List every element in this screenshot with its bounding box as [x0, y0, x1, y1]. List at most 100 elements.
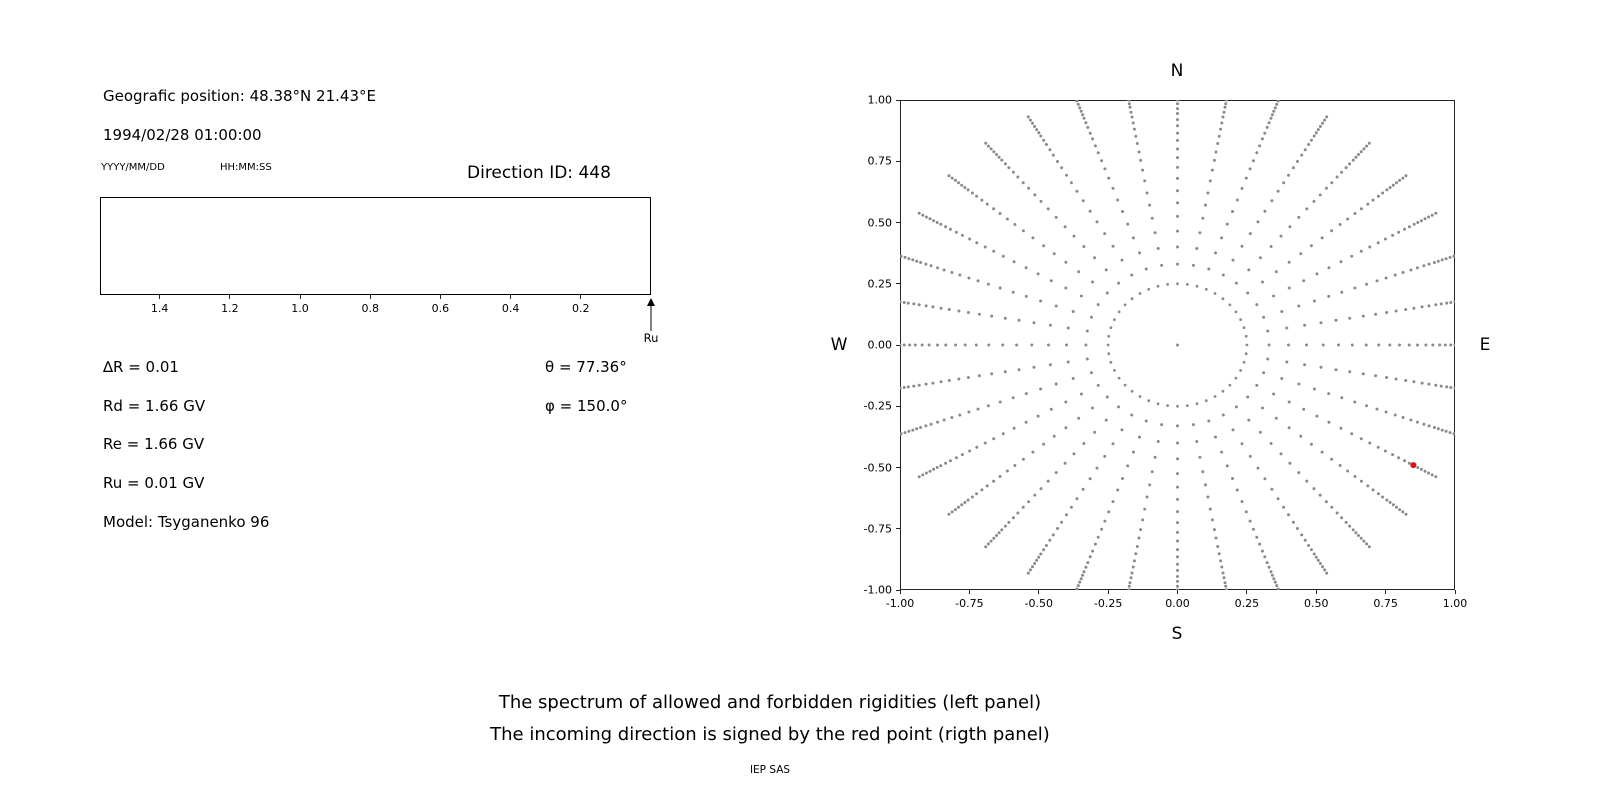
ru-arrow-icon: [647, 298, 655, 331]
tick-label: 0.6: [431, 302, 450, 315]
dot: [1220, 450, 1224, 454]
dot: [1198, 455, 1202, 459]
dot: [1129, 110, 1133, 114]
dot: [1201, 216, 1205, 220]
dot: [1309, 244, 1313, 248]
tick-mark: [896, 589, 900, 591]
dot: [1088, 131, 1092, 135]
tick-label: 0.75: [1373, 597, 1398, 610]
dot: [992, 437, 996, 441]
dot: [1121, 210, 1124, 213]
dot: [1318, 125, 1322, 128]
dot: [1296, 527, 1299, 530]
dot: [1217, 552, 1221, 556]
dot: [1404, 379, 1408, 382]
dot: [912, 384, 916, 388]
tick-mark: [1454, 590, 1456, 594]
dot: [1104, 268, 1108, 272]
dot: [1420, 381, 1424, 385]
dot: [1081, 113, 1085, 117]
dot: [1156, 284, 1160, 288]
dot: [1046, 207, 1050, 211]
tick-mark: [1315, 590, 1317, 594]
dot: [1312, 552, 1316, 556]
dot: [1427, 424, 1431, 428]
dot: [1361, 314, 1365, 318]
dot: [1176, 521, 1179, 525]
dot: [1443, 343, 1447, 347]
dot: [1395, 505, 1398, 509]
dot: [1422, 422, 1426, 426]
dot: [1131, 236, 1135, 240]
dot: [1445, 301, 1449, 305]
dot: [1035, 558, 1039, 562]
dot: [1291, 166, 1295, 170]
dot: [1106, 343, 1110, 347]
dot: [1037, 131, 1041, 135]
dot: [1420, 305, 1424, 309]
dot: [1340, 396, 1344, 400]
dot: [975, 194, 979, 198]
dot: [1063, 225, 1067, 229]
tick-label: 1.00: [867, 93, 893, 107]
dot: [1024, 420, 1028, 424]
dot: [1296, 160, 1299, 163]
dot: [1263, 131, 1267, 135]
dot: [1339, 426, 1343, 430]
dot: [966, 188, 970, 192]
dot: [1176, 107, 1179, 111]
dot: [1065, 343, 1068, 347]
dot: [1069, 181, 1073, 185]
dot: [1176, 131, 1179, 135]
dot: [1225, 464, 1229, 468]
dot: [1145, 191, 1149, 195]
dot: [975, 492, 979, 496]
dot: [1000, 158, 1004, 162]
dot: [1220, 236, 1224, 240]
dot: [1365, 144, 1369, 148]
dot: [1276, 99, 1280, 103]
dot: [1039, 134, 1043, 138]
dot: [1077, 270, 1081, 274]
dot: [1269, 116, 1273, 120]
dot: [960, 453, 964, 457]
dot: [1088, 555, 1092, 559]
dot: [1348, 316, 1352, 320]
dot: [1103, 519, 1107, 523]
dot: [1135, 545, 1139, 548]
dot: [1416, 221, 1420, 224]
compass-south-label: S: [1171, 624, 1183, 644]
dot: [1274, 416, 1278, 420]
dot: [1267, 343, 1271, 347]
dot: [1123, 303, 1127, 307]
dot: [1323, 568, 1327, 572]
dot: [1224, 584, 1228, 588]
dot: [1404, 174, 1408, 178]
dot: [1054, 215, 1058, 219]
dot: [906, 301, 910, 305]
dot: [1231, 210, 1234, 213]
dot: [1436, 427, 1440, 431]
dot: [1093, 430, 1097, 434]
dot: [1366, 484, 1370, 488]
dot: [1148, 203, 1152, 207]
dot: [1176, 147, 1179, 151]
dot: [1082, 570, 1086, 574]
dot: [1033, 562, 1037, 565]
dot: [1105, 291, 1109, 295]
dot: [936, 266, 940, 270]
dot: [1213, 292, 1217, 295]
dot: [1359, 536, 1363, 540]
dot: [985, 484, 989, 488]
dot: [1434, 211, 1438, 215]
dot: [1439, 384, 1443, 388]
dot: [1052, 252, 1056, 256]
dot: [1432, 426, 1436, 429]
dot: [1276, 189, 1280, 193]
dot: [1291, 520, 1295, 524]
dot: [1251, 527, 1255, 531]
dot: [1312, 199, 1316, 203]
dot: [1176, 124, 1179, 128]
dot: [1287, 286, 1291, 290]
dot: [1039, 199, 1043, 203]
